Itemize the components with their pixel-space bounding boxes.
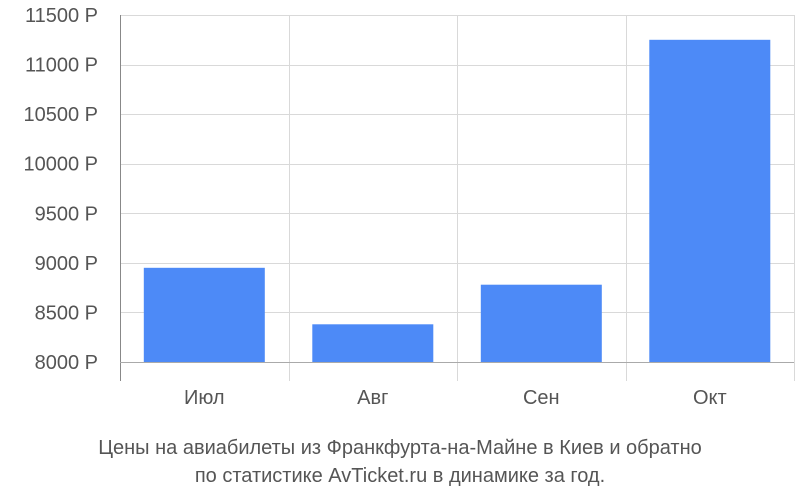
chart-caption-line-2: по статистике AvTicket.ru в динамике за …: [195, 465, 605, 487]
axes: [120, 15, 794, 381]
chart-caption-line-1: Цены на авиабилеты из Франкфурта-на-Майн…: [98, 437, 702, 459]
y-tick-label-2: 9000 Р: [35, 253, 98, 275]
bar-0: [143, 267, 265, 362]
y-tick-label-0: 8000 Р: [35, 352, 98, 374]
y-tick-labels: 8000 Р 8500 Р 9000 Р 9500 Р 10000 Р 10500 Р 11…: [23, 5, 98, 374]
y-tick-label-7: 11500 Р: [25, 5, 98, 27]
x-tick-labels: Июл Авг Сен Окт: [184, 387, 727, 409]
y-tick-label-5: 10500 Р: [23, 104, 98, 126]
bars: [143, 39, 771, 363]
y-tick-label-4: 10000 Р: [23, 154, 98, 176]
bar-1: [312, 324, 434, 362]
y-tick-label-1: 8500 Р: [35, 302, 98, 324]
x-tick-label-0: Июл: [184, 387, 225, 409]
bar-3: [649, 39, 771, 363]
y-tick-label-3: 9500 Р: [35, 203, 98, 225]
x-tick-label-2: Сен: [523, 387, 560, 409]
y-tick-label-6: 11000 Р: [25, 55, 98, 77]
x-tick-label-3: Окт: [693, 387, 727, 409]
bar-2: [480, 284, 602, 362]
x-tick-label-1: Авг: [357, 387, 388, 409]
